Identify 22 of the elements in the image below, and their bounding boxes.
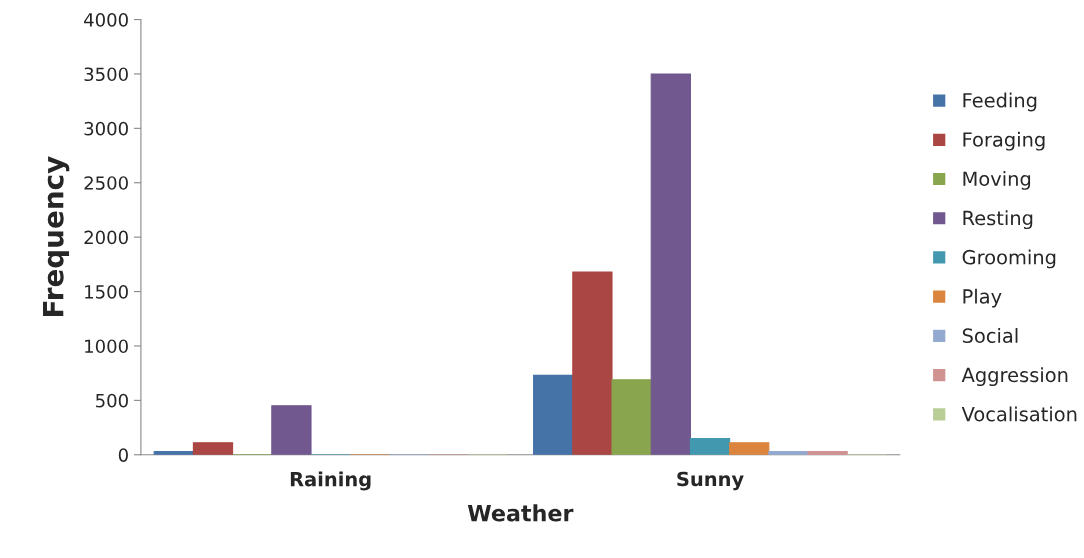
- legend-label: Foraging: [963, 131, 1045, 151]
- legend-label: Grooming: [962, 249, 1056, 269]
- legend-label: Moving: [963, 171, 1031, 190]
- y-tick-label: 1500: [85, 285, 128, 299]
- y-tick-label: 0: [118, 448, 128, 462]
- y-tick-label: 4000: [84, 12, 128, 27]
- y-tick-label: 2000: [84, 230, 128, 245]
- y-tick-label: 2500: [84, 176, 128, 190]
- legend-label: Social: [962, 327, 1018, 344]
- x-axis-title: Weather: [467, 504, 574, 522]
- legend-label: Resting: [963, 210, 1033, 230]
- legend-label: Feeding: [963, 92, 1037, 112]
- legend-label: Aggression: [961, 367, 1068, 387]
- y-tick-label: 3000: [84, 121, 128, 136]
- y-axis-title: Frequency: [43, 156, 70, 316]
- x-tick-label: Raining: [290, 471, 371, 491]
- x-tick-label: Sunny: [677, 471, 744, 491]
- y-tick-label: 3500: [84, 67, 128, 82]
- legend-label: Vocalisation: [961, 406, 1077, 422]
- y-tick-label: 500: [96, 393, 128, 408]
- y-tick-label: 1000: [85, 339, 128, 354]
- legend-label: Play: [963, 288, 1002, 308]
